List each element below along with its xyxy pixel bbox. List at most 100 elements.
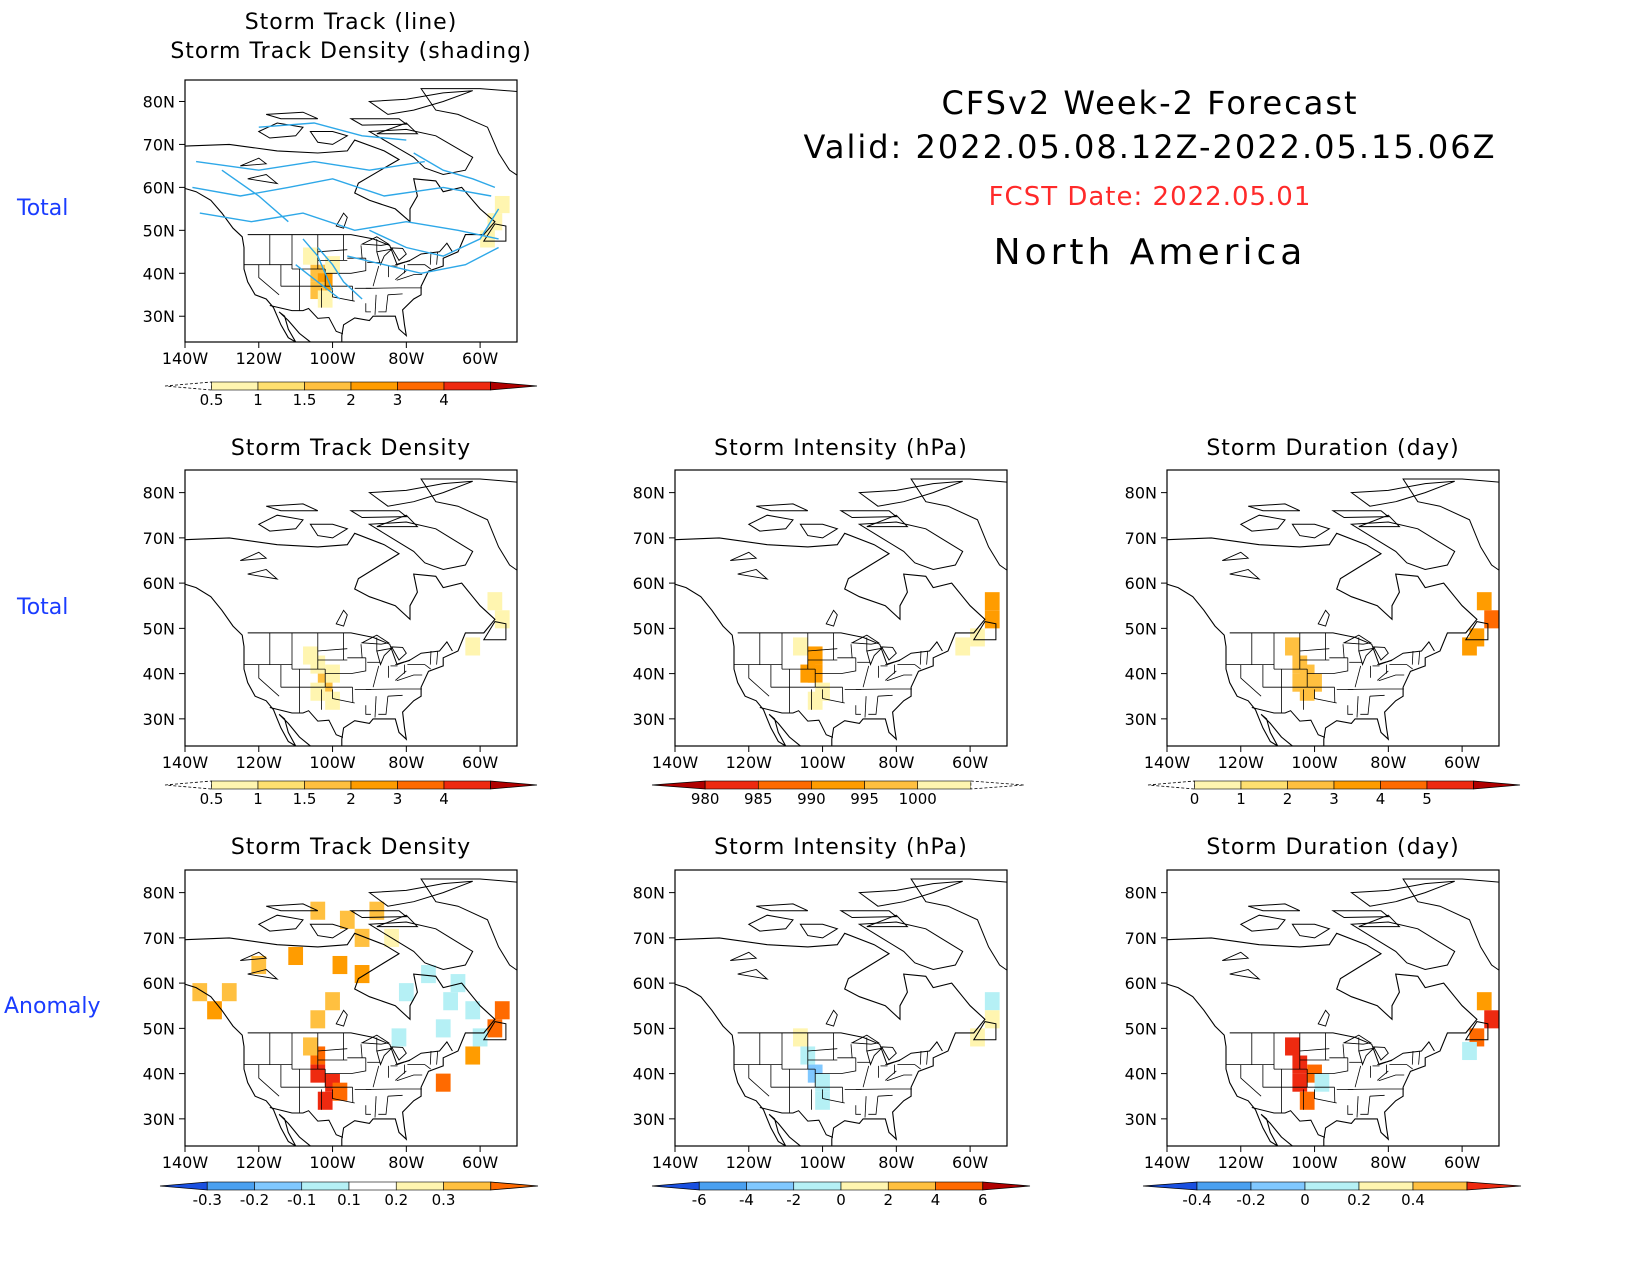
data-cell-6 (303, 1037, 318, 1056)
storm-track-9 (258, 122, 407, 141)
colorbar-swatch (257, 381, 305, 391)
lon-tick-label: 60W (952, 1153, 988, 1172)
lat-tick-label: 60N (143, 574, 175, 593)
data-cell-1 (1285, 637, 1300, 656)
state-boundary (885, 670, 897, 681)
lake-outline (360, 236, 390, 246)
colorbar-label: -0.2 (1236, 1191, 1265, 1209)
data-cell-4 (1299, 1091, 1315, 1110)
storm-track-1 (196, 160, 425, 171)
colorbar-swatch (864, 780, 919, 790)
storm-track-4 (302, 238, 334, 291)
lake-outline (390, 1046, 407, 1061)
state-boundary (350, 657, 367, 674)
state-boundary (864, 1096, 867, 1118)
colorbar-end (159, 1181, 208, 1191)
data-cell-1 (1285, 1037, 1300, 1056)
colorbar-label: -0.3 (193, 1191, 222, 1209)
island-outline (482, 1021, 507, 1041)
lat-tick-label: 40N (143, 264, 175, 283)
colorbar-3: 980 985 990 995 1000 (651, 780, 1025, 808)
data-cell-13 (354, 965, 370, 984)
lat-tick-label: 70N (143, 529, 175, 548)
lon-tick-label: 100W (1291, 1153, 1338, 1172)
state-boundary (436, 650, 439, 665)
data-cell-10 (1462, 1041, 1477, 1061)
panel1-title: Storm Track (line) (244, 10, 458, 35)
row-label-total-2: Total (17, 595, 69, 620)
island-outline (747, 914, 794, 932)
us-canada-border (737, 632, 943, 666)
lat-tick-label: 70N (143, 929, 175, 948)
state-boundary (387, 694, 403, 697)
state-boundary (374, 294, 377, 315)
state-boundary (1347, 705, 1353, 715)
colorbar-swatch (397, 780, 445, 790)
us-canada-border (1229, 632, 1435, 666)
lon-tick-label: 100W (799, 1153, 846, 1172)
row-label-total-1: Total (17, 196, 69, 221)
lake-outline (240, 157, 268, 167)
data-cell-8 (494, 195, 510, 214)
us-canada-border (1229, 1032, 1435, 1066)
lake-outline (825, 609, 838, 627)
island-outline (266, 903, 319, 912)
us-mexico-border (759, 707, 834, 738)
colorbar-label: 0.1 (337, 1191, 361, 1209)
lon-tick-label: 140W (162, 1153, 209, 1172)
data-cell-32 (450, 974, 466, 993)
state-boundary (868, 696, 879, 715)
panel5-title: Storm Track Density (230, 835, 472, 860)
colorbar-label: 1.5 (293, 790, 317, 808)
state-boundary (1299, 1048, 1330, 1052)
lat-tick-label: 60N (143, 974, 175, 993)
state-boundary (395, 270, 407, 281)
storm-track-5 (317, 247, 363, 300)
colorbar-label: 3 (1329, 790, 1339, 808)
storm-track-3 (199, 212, 499, 240)
state-boundary (360, 644, 363, 658)
colorbar-swatch (811, 780, 865, 790)
colorbar-label: -0.2 (240, 1191, 269, 1209)
coastline (185, 932, 496, 1146)
colorbar-label: 4 (439, 391, 449, 409)
island-outline (910, 878, 1007, 971)
colorbar-label: 3 (393, 790, 403, 808)
lat-tick-label: 80N (633, 484, 665, 503)
island-outline (866, 914, 909, 928)
data-cell-6 (1314, 1073, 1330, 1092)
state-boundary (350, 258, 367, 274)
island-outline (972, 1021, 997, 1041)
state-boundary (926, 650, 929, 665)
lake-outline (390, 247, 407, 262)
panel6-title: Storm Intensity (hPa) (714, 835, 968, 860)
colorbar-swatch (840, 1181, 889, 1191)
lat-tick-label: 60N (143, 178, 175, 197)
lon-tick-label: 140W (652, 753, 699, 772)
chart-panel-7: 80N 70N 60N 50N 40N 30N 140W 120W 100W 80W 60W (1125, 869, 1500, 1172)
island-outline (857, 480, 963, 507)
colorbar-label: 6 (978, 1191, 988, 1209)
data-cell-1 (807, 646, 823, 665)
lon-tick-label: 140W (652, 1153, 699, 1172)
lat-tick-label: 40N (143, 665, 175, 684)
colorbar-swatch (917, 780, 972, 790)
state-boundary (378, 294, 389, 313)
colorbar-swatch (746, 1181, 795, 1191)
lon-tick-label: 100W (309, 1153, 356, 1172)
lon-tick-label: 60W (462, 753, 498, 772)
colorbar-swatch (443, 780, 491, 790)
data-cell-6 (807, 691, 823, 710)
colorbar-1: 0.5 1 1.5 2 3 4 (164, 381, 538, 409)
data-cell-4 (815, 1091, 830, 1110)
lake-outline (1372, 1046, 1389, 1061)
lake-outline (1222, 551, 1250, 561)
lake-outline (240, 951, 268, 961)
lat-tick-label: 30N (1125, 710, 1157, 729)
colorbar-end (1147, 780, 1195, 790)
state-boundary (429, 1050, 432, 1065)
lon-tick-label: 80W (1370, 1153, 1406, 1172)
us-mexico-border (1251, 707, 1326, 738)
lat-tick-label: 40N (1125, 1065, 1157, 1084)
